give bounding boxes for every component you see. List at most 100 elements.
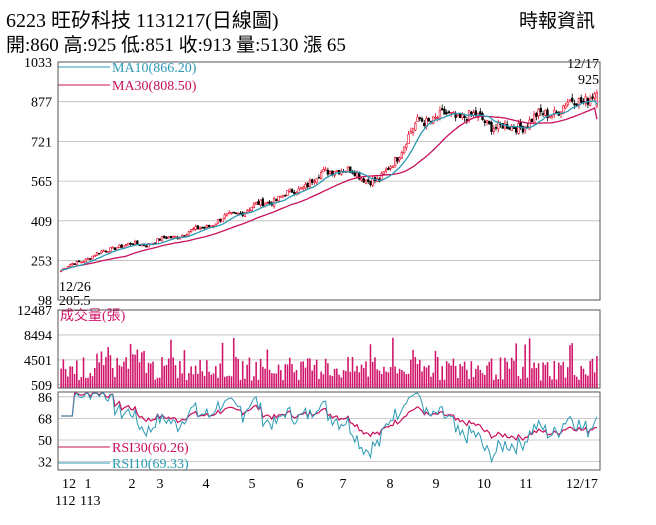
volume-bar [132, 354, 134, 388]
candle-body [322, 169, 325, 173]
candle-body [328, 171, 332, 174]
candle-body [349, 166, 352, 173]
volume-bar [468, 378, 470, 388]
volume-bar [589, 360, 591, 388]
volume-bar [508, 368, 511, 388]
volume-bar [564, 377, 567, 388]
volume-bar [419, 359, 421, 388]
volume-bar [127, 368, 130, 388]
volume-bar [515, 343, 517, 388]
volume-bar [255, 361, 257, 388]
volume-bar [441, 366, 443, 388]
candle-body [250, 206, 253, 211]
candle-body [234, 212, 238, 215]
candle-body [111, 246, 114, 249]
candle-body [286, 190, 289, 196]
candle-body [414, 123, 417, 131]
volume-bar [280, 370, 282, 388]
volume-bar [302, 361, 305, 388]
candle-body [494, 127, 498, 129]
candle-body [100, 250, 103, 254]
volume-bar [421, 371, 423, 388]
volume-bar [562, 361, 565, 388]
candle-body [483, 120, 486, 124]
volume-bar [329, 375, 331, 388]
volume-bar [268, 369, 271, 388]
candle-body [306, 182, 309, 188]
volume-bar [181, 373, 183, 388]
volume-bar [237, 358, 239, 388]
volume-bar [288, 357, 291, 388]
volume-bar [582, 368, 585, 388]
price-tick-label: 253 [31, 255, 52, 270]
candle-body [174, 236, 177, 238]
candle-body [284, 194, 287, 197]
candle-body [407, 134, 410, 145]
candle-body [127, 242, 130, 246]
volume-bar [185, 379, 188, 388]
candle-body [355, 172, 359, 178]
volume-bar [262, 366, 264, 388]
volume-bar [488, 361, 491, 388]
volume-bar [246, 364, 248, 388]
candle-body [221, 218, 224, 223]
volume-bar [425, 367, 428, 388]
volume-bar [580, 365, 582, 388]
volume-bar [190, 366, 192, 388]
candle-body [326, 169, 330, 175]
candle-body [539, 107, 542, 113]
candle-body [535, 113, 538, 118]
candle-body [445, 112, 448, 114]
x-year-label: 112 [55, 494, 75, 509]
candle-body [172, 235, 175, 239]
candle-body [86, 258, 90, 260]
candle-body [84, 258, 87, 263]
candle-body [517, 123, 520, 134]
volume-bar [385, 371, 387, 388]
volume-bar [226, 376, 228, 388]
rsi-tick-label: 32 [38, 456, 52, 471]
rsi30-line [61, 392, 597, 442]
volume-bar [219, 363, 222, 388]
volume-bar [542, 362, 544, 388]
volume-bar [540, 380, 542, 388]
volume-bar [309, 358, 311, 388]
candle-body [550, 115, 554, 118]
volume-bar [587, 375, 589, 388]
rsi-panel-frame [57, 391, 601, 471]
x-tick-label: 9 [433, 477, 440, 492]
volume-bar [324, 358, 327, 388]
volume-bar [82, 357, 85, 388]
volume-bar [369, 344, 372, 388]
x-tick-label: 2 [129, 477, 136, 492]
candle-body [485, 120, 489, 123]
candle-body [133, 241, 137, 245]
volume-tick-label: 509 [31, 379, 52, 394]
volume-bar [481, 373, 484, 388]
candle-body [98, 252, 101, 255]
candle-body [438, 110, 442, 119]
volume-bar [273, 373, 275, 388]
volume-bar [416, 363, 419, 388]
volume-bar [223, 376, 226, 388]
volume-bar [230, 376, 233, 388]
volume-bar [336, 368, 338, 388]
volume-bar [286, 364, 289, 388]
candle-body [595, 92, 599, 107]
volume-bar [448, 363, 450, 388]
candle-body [418, 117, 421, 120]
volume-bar [239, 379, 242, 388]
volume-bar [533, 362, 535, 388]
volume-bar [573, 374, 576, 388]
rsi-tick-label: 68 [38, 412, 52, 427]
candle-body [77, 260, 81, 263]
volume-bar [114, 377, 116, 388]
volume-bar [407, 373, 410, 388]
volume-bar [69, 366, 71, 388]
volume-bar [376, 369, 378, 388]
volume-bar [374, 357, 376, 388]
candle-body [257, 201, 260, 205]
volume-panel-frame [57, 309, 601, 389]
rsi-tick-label: 50 [38, 434, 52, 449]
volume-bar [410, 359, 412, 388]
